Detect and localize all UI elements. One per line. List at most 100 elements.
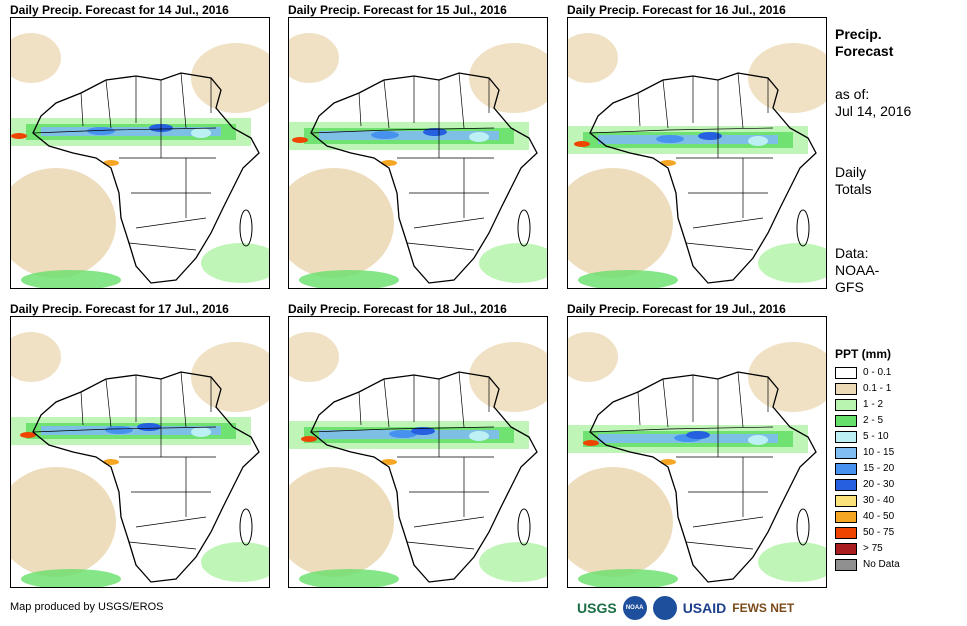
legend-label: 1 - 2 [863, 399, 884, 410]
rain-area [758, 243, 826, 283]
heavy-rain [698, 132, 722, 140]
madagascar-outline [239, 508, 253, 546]
extreme-rain [660, 160, 676, 166]
dry-area [289, 33, 339, 83]
rain-area [479, 243, 547, 283]
rain-band [319, 131, 499, 140]
dry-area [191, 342, 269, 412]
panel-title: Daily Precip. Forecast for 17 Jul., 2016 [10, 302, 229, 316]
country-borders [310, 72, 495, 251]
dry-area [568, 467, 673, 577]
legend-swatch [835, 527, 857, 539]
heavy-rain [87, 127, 115, 135]
rain-area [299, 569, 399, 587]
legend-label: 30 - 40 [863, 495, 895, 506]
extreme-rain [381, 160, 397, 166]
sidebar-heading: Precip. Forecast [835, 26, 893, 60]
legend-swatch [835, 479, 857, 491]
rain-area [299, 270, 399, 288]
africa-map-graphic [289, 332, 547, 587]
dry-area [11, 332, 61, 382]
legend-label: No Data [863, 559, 900, 570]
asof-date: Jul 14, 2016 [835, 103, 912, 119]
dry-area [568, 168, 673, 278]
totals-line-2: Totals [835, 181, 872, 197]
legend-label: 15 - 20 [863, 463, 895, 474]
legend-swatch [835, 495, 857, 507]
heavy-rain [137, 423, 161, 431]
africa-map-graphic [568, 33, 826, 288]
dry-area [191, 43, 269, 113]
heavy-rain [748, 435, 768, 445]
legend-swatch [835, 415, 857, 427]
dry-area [11, 467, 116, 577]
legend-label: 2 - 5 [863, 415, 884, 426]
africa-map-graphic [11, 33, 269, 288]
map-panel-6: Daily Precip. Forecast for 19 Jul., 2016 [567, 302, 827, 588]
panel-title: Daily Precip. Forecast for 15 Jul., 2016 [288, 3, 507, 17]
madagascar-outline [796, 209, 810, 247]
dry-area [568, 332, 618, 382]
madagascar-outline [796, 508, 810, 546]
legend-swatch [835, 463, 857, 475]
map-panel-4: Daily Precip. Forecast for 17 Jul., 2016 [10, 302, 270, 588]
heavy-rain [656, 135, 684, 143]
forecast-map [288, 17, 548, 289]
africa-outline [589, 371, 817, 583]
rain-band [41, 127, 221, 136]
forecast-map [288, 316, 548, 588]
asof-label: as of: [835, 86, 870, 102]
data-line-1: Data: [835, 245, 869, 261]
dry-area [469, 342, 547, 412]
totals-line-1: Daily [835, 164, 867, 180]
heading-line-2: Forecast [835, 43, 894, 59]
country-borders [310, 371, 495, 550]
extreme-rain [20, 432, 36, 438]
legend-label: 50 - 75 [863, 527, 895, 538]
heavy-rain [389, 430, 417, 438]
forecast-map [10, 17, 270, 289]
noaa-logo: NOAA [622, 596, 647, 620]
africa-outline [32, 371, 260, 583]
legend-title: PPT (mm) [835, 347, 892, 361]
rain-area [201, 243, 269, 283]
sidebar-totals: Daily Totals [835, 164, 872, 198]
legend-swatch [835, 367, 857, 379]
panel-title: Daily Precip. Forecast for 18 Jul., 2016 [288, 302, 507, 316]
country-borders [589, 371, 774, 550]
forecast-map [10, 316, 270, 588]
dry-area [289, 467, 394, 577]
heavy-rain [469, 132, 489, 142]
dry-area [11, 33, 61, 83]
extreme-rain [381, 459, 397, 465]
usaid-logo: USAID [682, 600, 727, 616]
legend-swatch [835, 431, 857, 443]
panel-title: Daily Precip. Forecast for 19 Jul., 2016 [567, 302, 786, 316]
rain-area [758, 542, 826, 582]
heavy-rain [191, 427, 211, 437]
extreme-rain [103, 459, 119, 465]
usgs-logo: USGS [577, 600, 617, 616]
madagascar-outline [517, 209, 531, 247]
legend-swatch [835, 447, 857, 459]
rain-area [578, 569, 678, 587]
forecast-map [567, 17, 827, 289]
map-panel-1: Daily Precip. Forecast for 14 Jul., 2016 [10, 3, 270, 289]
dry-area [748, 342, 826, 412]
africa-map-graphic [11, 332, 269, 587]
legend-label: 10 - 15 [863, 447, 895, 458]
country-borders [589, 72, 774, 251]
rain-area [578, 270, 678, 288]
map-credit: Map produced by USGS/EROS [10, 601, 164, 613]
forecast-map [567, 316, 827, 588]
extreme-rain [11, 133, 27, 139]
extreme-rain [292, 137, 308, 143]
panel-title: Daily Precip. Forecast for 14 Jul., 2016 [10, 3, 229, 17]
extreme-rain [583, 440, 599, 446]
sidebar-asof: as of: Jul 14, 2016 [835, 86, 911, 120]
map-panel-3: Daily Precip. Forecast for 16 Jul., 2016 [567, 3, 827, 289]
country-borders [32, 72, 217, 251]
heavy-rain [469, 431, 489, 441]
dry-area [11, 168, 116, 278]
africa-outline [32, 72, 260, 284]
